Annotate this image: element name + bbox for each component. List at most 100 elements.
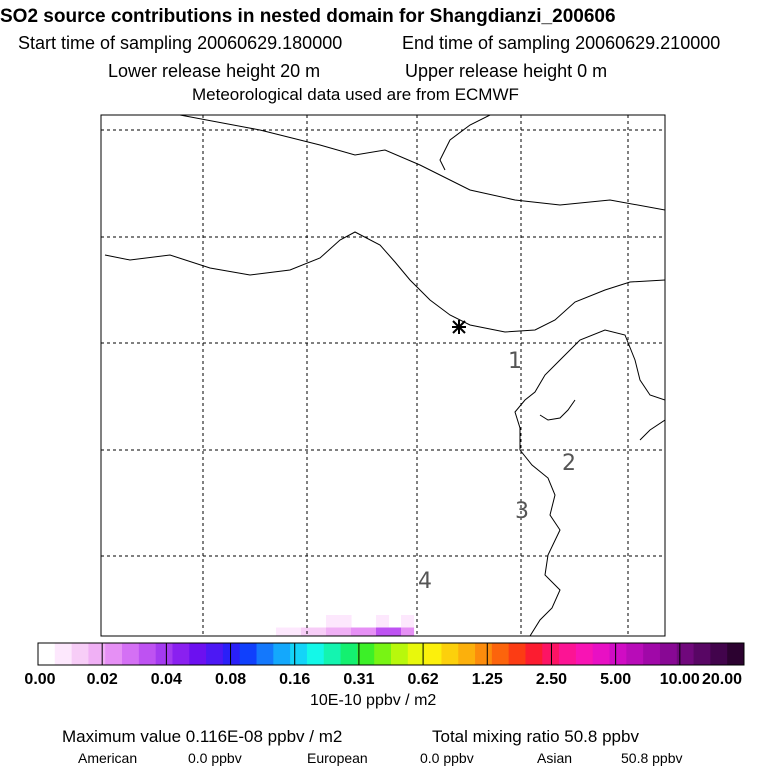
region-value-american: 0.0 ppbv xyxy=(188,750,242,766)
map-grid xyxy=(101,115,665,636)
region-label-4: 4 xyxy=(418,569,432,594)
heatmap-cell xyxy=(439,665,452,678)
colorbar-segment xyxy=(138,643,157,665)
colorbar-segment xyxy=(105,643,123,665)
colorbar-segment xyxy=(54,643,73,665)
heatmap-cell xyxy=(326,678,339,691)
heatmap-cell xyxy=(314,665,327,678)
colorbar-segment xyxy=(374,643,392,665)
maximum-value-label: Maximum value 0.116E-08 ppbv / m2 xyxy=(62,727,343,746)
region-name-american: American xyxy=(78,750,138,766)
heatmap-cell xyxy=(401,615,415,629)
lower-release-label: Lower release height 20 m xyxy=(108,61,321,81)
coastline xyxy=(104,115,665,636)
colorbar-segment xyxy=(727,643,745,665)
met-data-label: Meteorological data used are from ECMWF xyxy=(192,85,519,104)
heatmap-cell xyxy=(376,615,390,629)
heatmap-cell xyxy=(338,627,352,636)
colorbar-tick-label: 20.00 xyxy=(702,671,742,688)
colorbar-segment xyxy=(38,643,56,665)
border-east xyxy=(439,115,491,171)
region-label-1: 1 xyxy=(508,349,522,374)
colorbar-segment xyxy=(407,643,426,665)
heatmap-cell xyxy=(376,627,390,636)
colorbar-segment xyxy=(306,643,325,665)
colorbar-segment xyxy=(222,643,241,665)
colorbar-segment xyxy=(693,643,711,665)
colorbar-segment xyxy=(340,643,358,665)
region-name-european: European xyxy=(307,750,368,766)
colorbar-tick-labels: 0.00 0.02 0.04 0.08 0.16 0.31 0.62 1.25 2.50 5.00… xyxy=(24,671,742,688)
region-label-2: 2 xyxy=(562,451,576,476)
colorbar-tick-label: 0.16 xyxy=(279,671,310,688)
heatmap-cell xyxy=(301,627,315,636)
heatmap-cell xyxy=(388,627,402,636)
coastline-north xyxy=(179,115,665,211)
heatmap-cell xyxy=(338,615,352,629)
heatmap-cell xyxy=(326,615,340,629)
coastline-south xyxy=(639,419,665,441)
colorbar-segment xyxy=(189,643,207,665)
colorbar-segment xyxy=(357,643,375,665)
colorbar-tick-label: 0.08 xyxy=(215,671,246,688)
end-time-label: End time of sampling 20060629.210000 xyxy=(402,33,721,53)
colorbar-segment xyxy=(441,643,459,665)
heatmap-cell xyxy=(239,703,252,716)
colorbar-tick-label: 10.00 xyxy=(660,671,700,688)
colorbar-segment xyxy=(256,643,274,665)
heatmap-cell xyxy=(276,627,290,636)
map-frame xyxy=(100,114,666,637)
heatmap-cell xyxy=(376,665,389,678)
region-value-asian: 50.8 ppbv xyxy=(621,750,683,766)
colorbar-segment xyxy=(676,643,695,665)
colorbar-segment xyxy=(155,643,173,665)
colorbar-unit: 10E-10 ppbv / m2 xyxy=(310,692,437,709)
heatmap-cells xyxy=(214,615,452,716)
start-time-label: Start time of sampling 20060629.180000 xyxy=(18,33,343,53)
colorbar-segment xyxy=(122,643,140,665)
region-value-european: 0.0 ppbv xyxy=(420,750,474,766)
colorbar-segment xyxy=(575,643,594,665)
heatmap-cell xyxy=(326,665,339,678)
upper-release-label: Upper release height 0 m xyxy=(405,61,608,81)
colorbar-tick-label: 0.00 xyxy=(24,671,55,688)
heatmap-cell xyxy=(313,627,327,636)
colorbar-segment xyxy=(71,643,89,665)
colorbar-segment xyxy=(525,643,543,665)
colorbar-tick-label: 1.25 xyxy=(472,671,503,688)
colorbar-tick-label: 0.04 xyxy=(151,671,182,688)
heatmap-cell xyxy=(226,703,239,716)
colorbar-segment xyxy=(323,643,342,665)
heatmap-cell xyxy=(401,627,415,636)
colorbar-segment xyxy=(710,643,728,665)
region-label-3: 3 xyxy=(515,499,529,524)
heatmap-cell xyxy=(288,627,302,636)
colorbar-tick-label: 2.50 xyxy=(536,671,567,688)
heatmap-cell xyxy=(351,627,365,636)
heatmap-cell xyxy=(326,627,340,636)
heatmap-cell xyxy=(314,678,327,691)
colorbar-segment xyxy=(424,643,442,665)
colorbar-segment xyxy=(88,643,106,665)
colorbar-segment xyxy=(542,643,560,665)
colorbar-frame xyxy=(37,642,745,666)
heatmap-cell xyxy=(239,690,252,703)
chart-title: SO2 source contributions in nested domai… xyxy=(0,6,616,27)
colorbar-segment xyxy=(659,643,678,665)
heatmap-cell xyxy=(214,690,227,703)
colorbar-segment xyxy=(239,643,258,665)
coastline-peninsula xyxy=(539,399,576,421)
coastline-bay xyxy=(514,329,665,636)
colorbar-segment xyxy=(592,643,611,665)
colorbar-segment xyxy=(643,643,661,665)
colorbar-segment xyxy=(206,643,224,665)
total-mixing-ratio-label: Total mixing ratio 50.8 ppbv xyxy=(432,727,639,746)
heatmap-cell xyxy=(389,665,402,678)
colorbar-segment xyxy=(172,643,190,665)
colorbar-tick-label: 0.62 xyxy=(408,671,439,688)
heatmap-cell xyxy=(389,678,402,691)
colorbar-segment xyxy=(626,643,644,665)
heatmap-cell xyxy=(251,690,264,703)
colorbar-segment xyxy=(391,643,409,665)
colorbar-segment xyxy=(273,643,291,665)
